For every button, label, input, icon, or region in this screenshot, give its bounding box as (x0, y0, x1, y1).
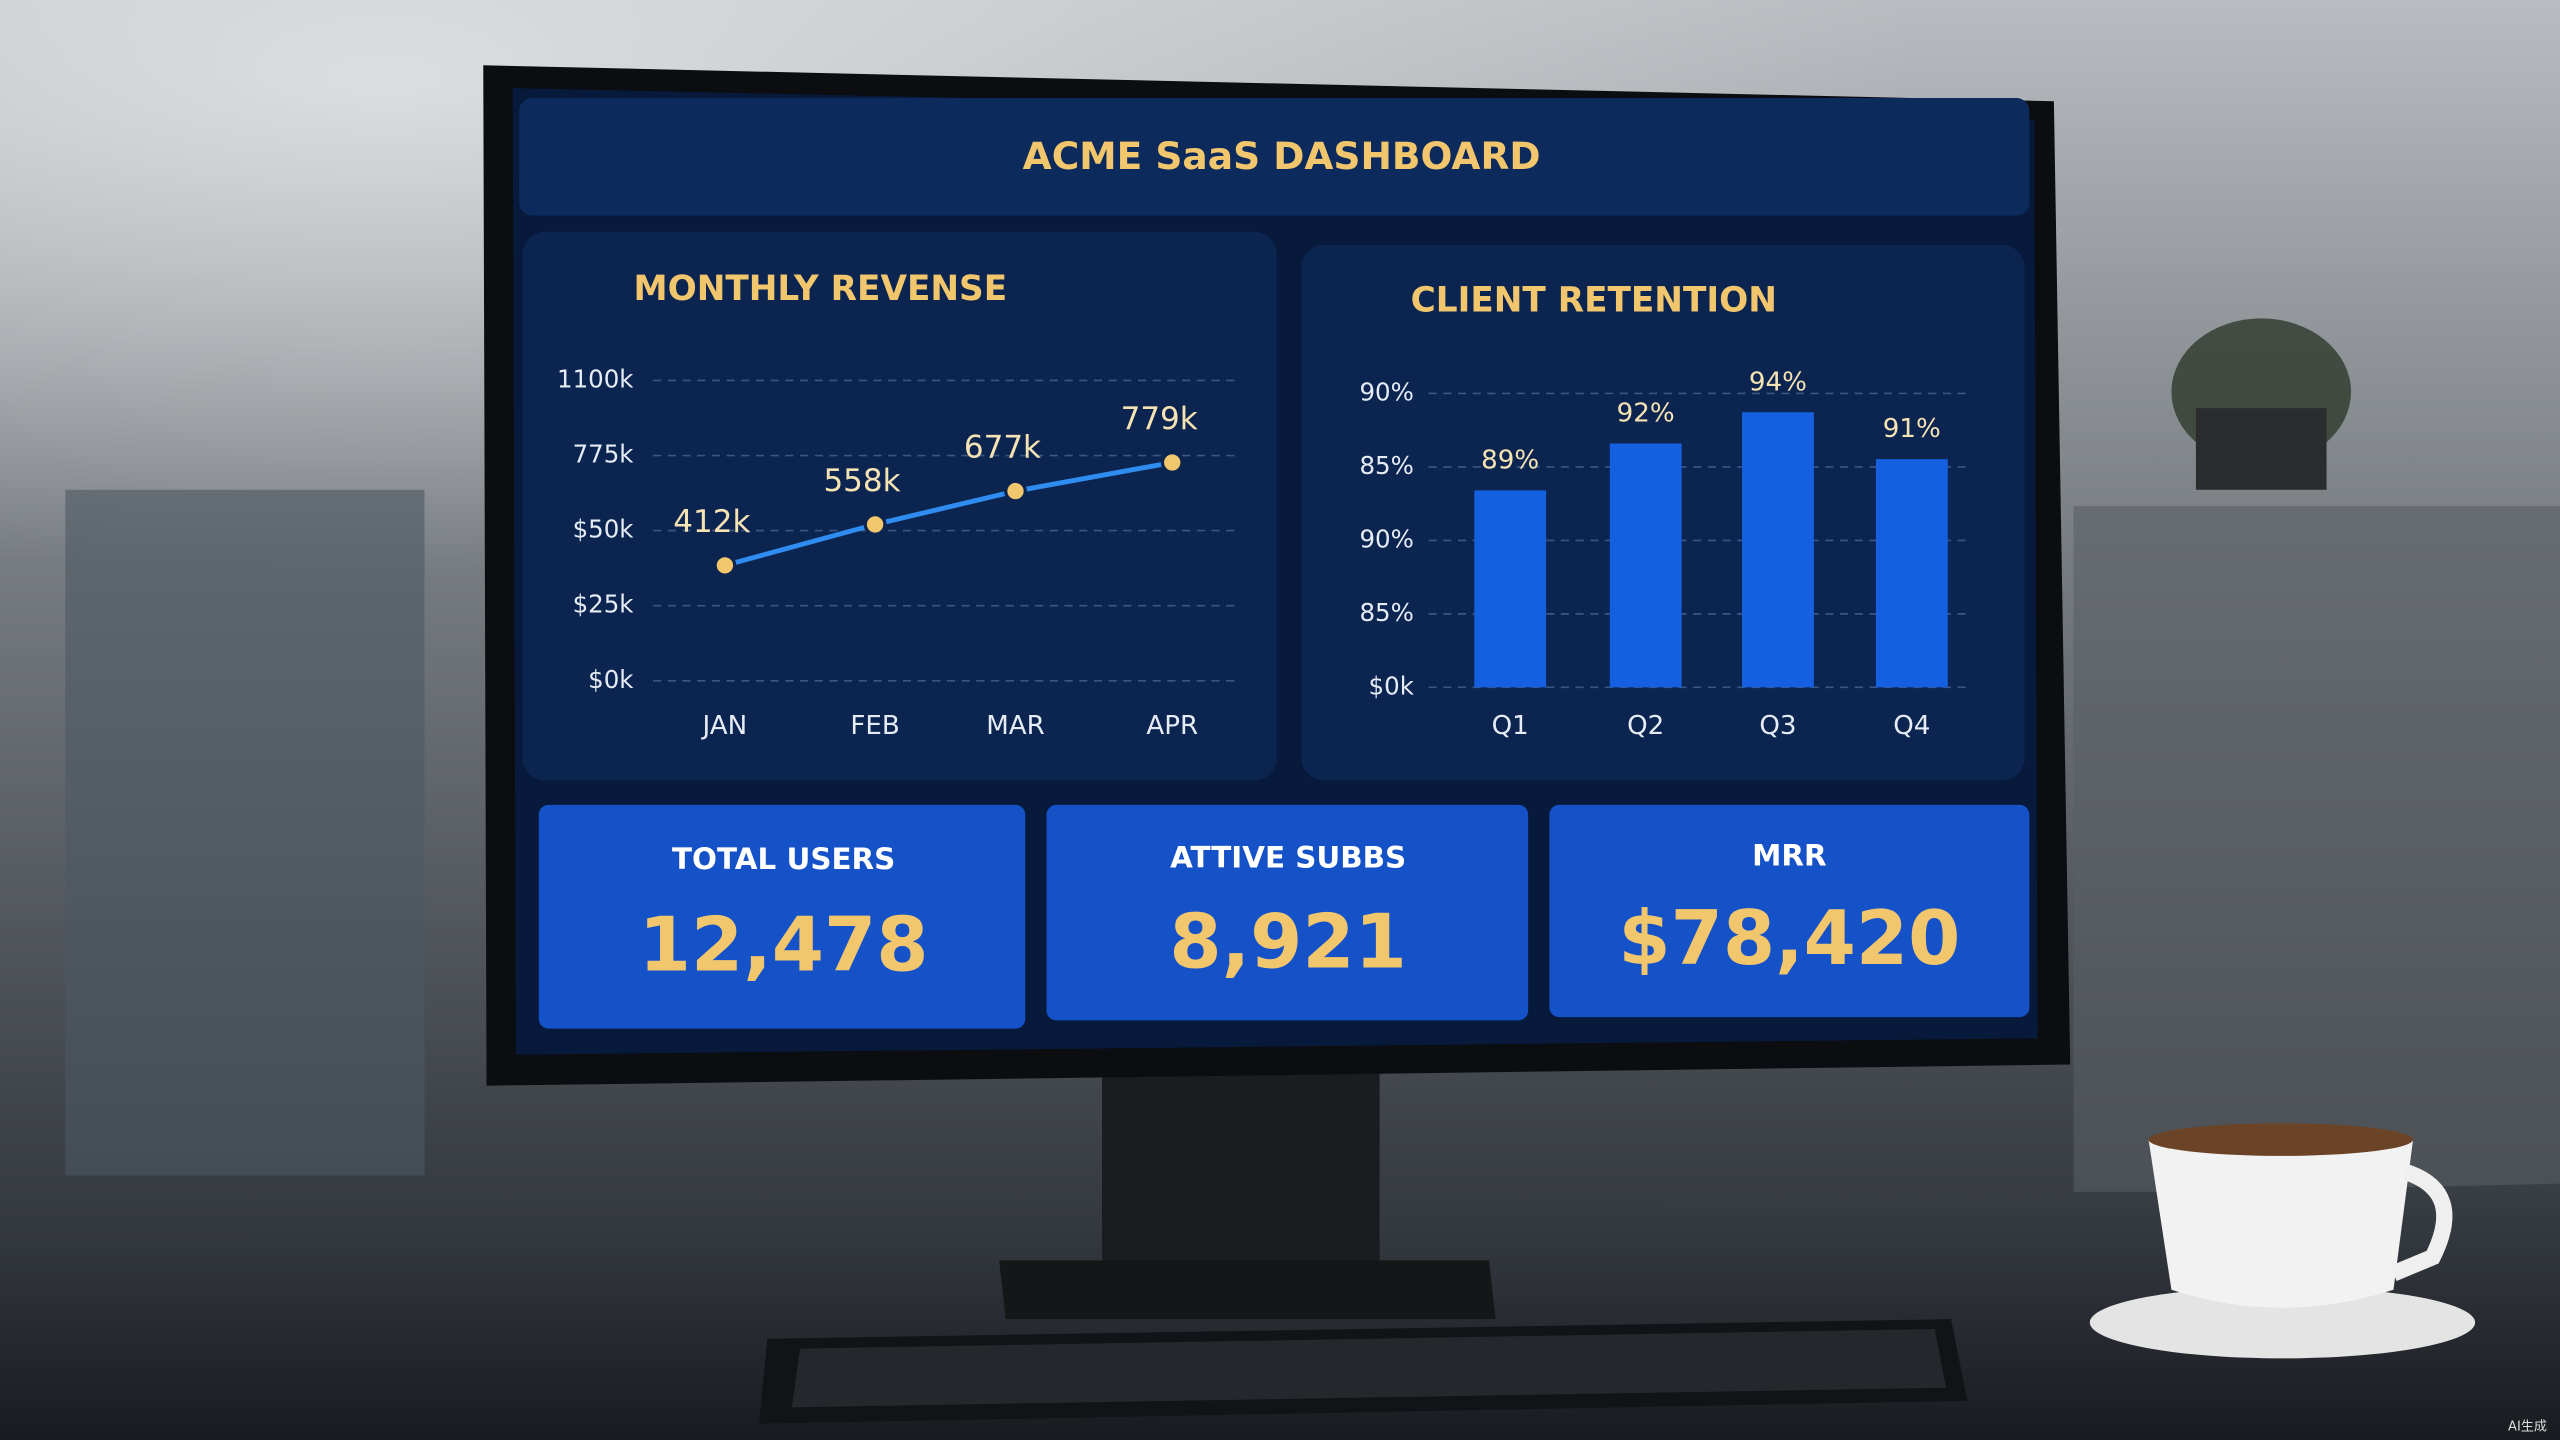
header-bar (519, 97, 2030, 216)
kpi-value: 12,478 (639, 901, 929, 989)
y-tick-label: 90% (1359, 524, 1413, 553)
y-tick-label: 775k (573, 440, 635, 469)
kpi-value: $78,420 (1618, 894, 1960, 982)
data-point (713, 553, 737, 577)
y-tick-label: $25k (573, 590, 635, 619)
keyboard-keys (791, 1328, 1947, 1408)
data-label: 558k (823, 463, 900, 499)
x-tick-label: Q4 (1893, 711, 1930, 741)
revenue-line (724, 460, 1173, 568)
x-tick-label: Q1 (1492, 711, 1529, 741)
y-tick-label: 85% (1359, 598, 1413, 627)
data-label: 91% (1883, 414, 1941, 444)
y-tick-label: $0k (1369, 671, 1415, 700)
coffee (2148, 1123, 2414, 1156)
kpi-label: ATTIVE SUBBS (1170, 840, 1406, 874)
x-tick-label: Q3 (1759, 711, 1796, 741)
kpi-label: TOTAL USERS (672, 842, 895, 876)
kpi-value: 8,921 (1169, 897, 1407, 985)
data-label: 779k (1121, 401, 1198, 437)
x-tick-label: APR (1146, 711, 1198, 741)
saucer (2089, 1286, 2476, 1359)
x-tick-label: Q2 (1627, 711, 1664, 741)
plant-pot (2195, 408, 2327, 490)
x-tick-label: JAN (701, 711, 748, 741)
kpi-card (538, 804, 1026, 1029)
y-tick-label: 1100k (557, 364, 634, 393)
data-point (863, 513, 887, 536)
cup (2148, 1139, 2414, 1308)
x-tick-label: MAR (986, 711, 1045, 741)
data-label: 412k (673, 504, 750, 540)
data-label: 94% (1749, 367, 1807, 397)
blurred-cabinet (65, 489, 425, 1176)
watermark: AI生成 (2508, 1419, 2547, 1434)
kpi-label: MRR (1752, 839, 1827, 873)
y-tick-label: $50k (573, 515, 635, 544)
bar (1609, 443, 1682, 688)
chart-title: CLIENT RETENTION (1411, 281, 1777, 321)
kpi-card (1046, 804, 1529, 1021)
bar (1742, 412, 1814, 688)
bar (1474, 490, 1547, 688)
data-label: 89% (1481, 445, 1539, 475)
cup-handle (2390, 1164, 2453, 1282)
data-point (1160, 451, 1184, 474)
blurred-shelf (2073, 506, 2560, 1192)
y-tick-label: 90% (1359, 377, 1413, 406)
data-point (1004, 479, 1027, 503)
monitor-base (999, 1260, 1496, 1320)
chart-title: MONTHLY REVENSE (633, 269, 1007, 309)
dashboard-title: ACME SaaS DASHBOARD (1023, 134, 1541, 178)
kpi-card (1549, 804, 2030, 1018)
y-tick-label: $0k (588, 665, 634, 694)
x-tick-label: FEB (850, 711, 899, 741)
panel (522, 231, 1277, 781)
y-tick-label: 85% (1359, 451, 1413, 480)
data-label: 677k (964, 430, 1041, 466)
monitor-stand (1102, 1069, 1380, 1266)
data-label: 92% (1617, 399, 1675, 429)
bar (1875, 459, 1948, 688)
